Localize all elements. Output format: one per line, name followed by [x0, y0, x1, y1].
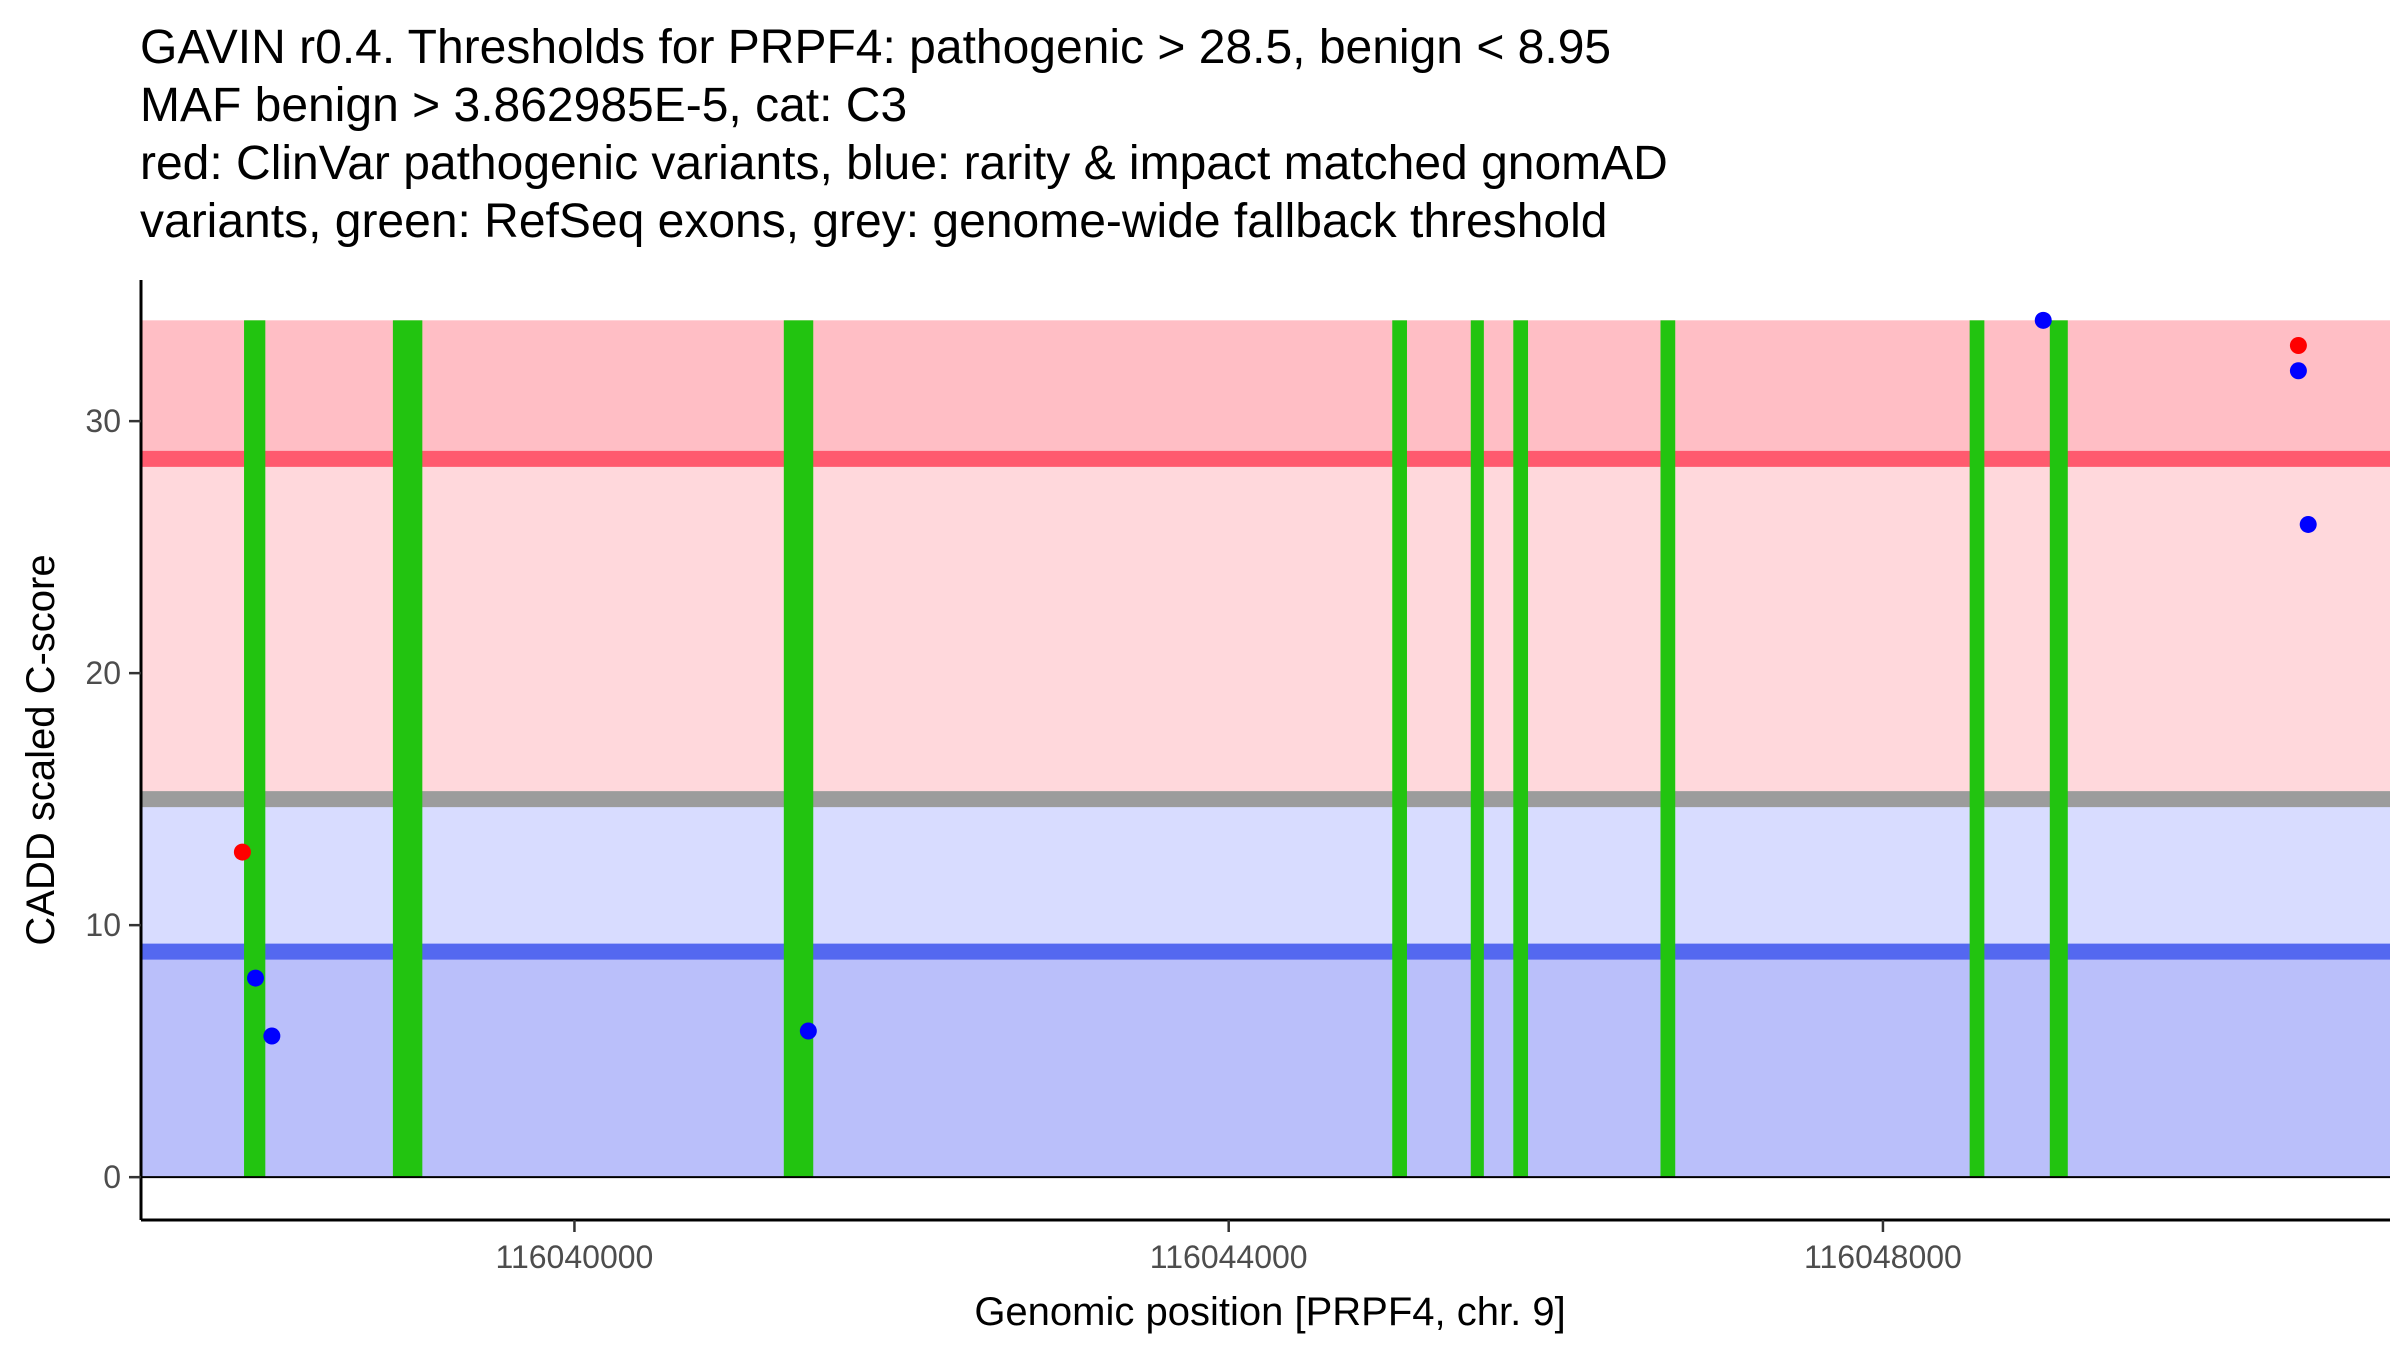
x-axis-label: Genomic position [PRPF4, chr. 9] [974, 1290, 1565, 1334]
exon-bar [1969, 320, 1985, 1178]
x-tick-label: 116040000 [496, 1239, 654, 1275]
gnomad-point [263, 1027, 281, 1045]
exon-bar [2049, 320, 2068, 1178]
gnomad-point [2034, 311, 2052, 329]
gnomad-point [246, 969, 264, 987]
pathogenic-zone [141, 320, 2390, 459]
clinvar-point [2289, 337, 2307, 355]
x-tick-label: 116048000 [1804, 1239, 1962, 1275]
exon-bar [1660, 320, 1676, 1178]
y-tick-label: 10 [85, 907, 121, 943]
exon-bar [1392, 320, 1407, 1178]
exon-bars [244, 320, 2068, 1178]
gnomad-point [2289, 362, 2307, 380]
exon-bar [783, 320, 814, 1178]
background-regions [141, 320, 2390, 1178]
data-points [233, 311, 2317, 1045]
gnomad-point [799, 1022, 817, 1040]
x-tick-label: 116044000 [1150, 1239, 1308, 1275]
clinvar-point [233, 843, 251, 861]
y-tick-label: 0 [103, 1159, 121, 1195]
y-axis-label: CADD scaled C-score [19, 554, 63, 945]
gnomad-point [2299, 515, 2317, 533]
threshold-lines [141, 450, 2390, 960]
chart-title-line-3: red: ClinVar pathogenic variants, blue: … [140, 137, 1668, 190]
y-tick-label: 20 [85, 655, 121, 691]
chart-title-line-1: GAVIN r0.4. Thresholds for PRPF4: pathog… [140, 21, 1612, 74]
chart-title-line-4: variants, green: RefSeq exons, grey: gen… [140, 195, 1608, 248]
benign-zone [141, 951, 2390, 1178]
exon-bar [1513, 320, 1529, 1178]
moderate-lower-zone [141, 799, 2390, 952]
y-tick-label: 30 [85, 403, 121, 439]
chart-title-line-2: MAF benign > 3.862985E-5, cat: C3 [140, 79, 908, 132]
exon-bar [1470, 320, 1484, 1178]
exon-bar [392, 320, 423, 1178]
axes: 0 10 20 30 116040000 116044000 116048000 [85, 280, 2390, 1275]
moderate-upper-zone [141, 458, 2390, 800]
exon-bar [244, 320, 266, 1178]
